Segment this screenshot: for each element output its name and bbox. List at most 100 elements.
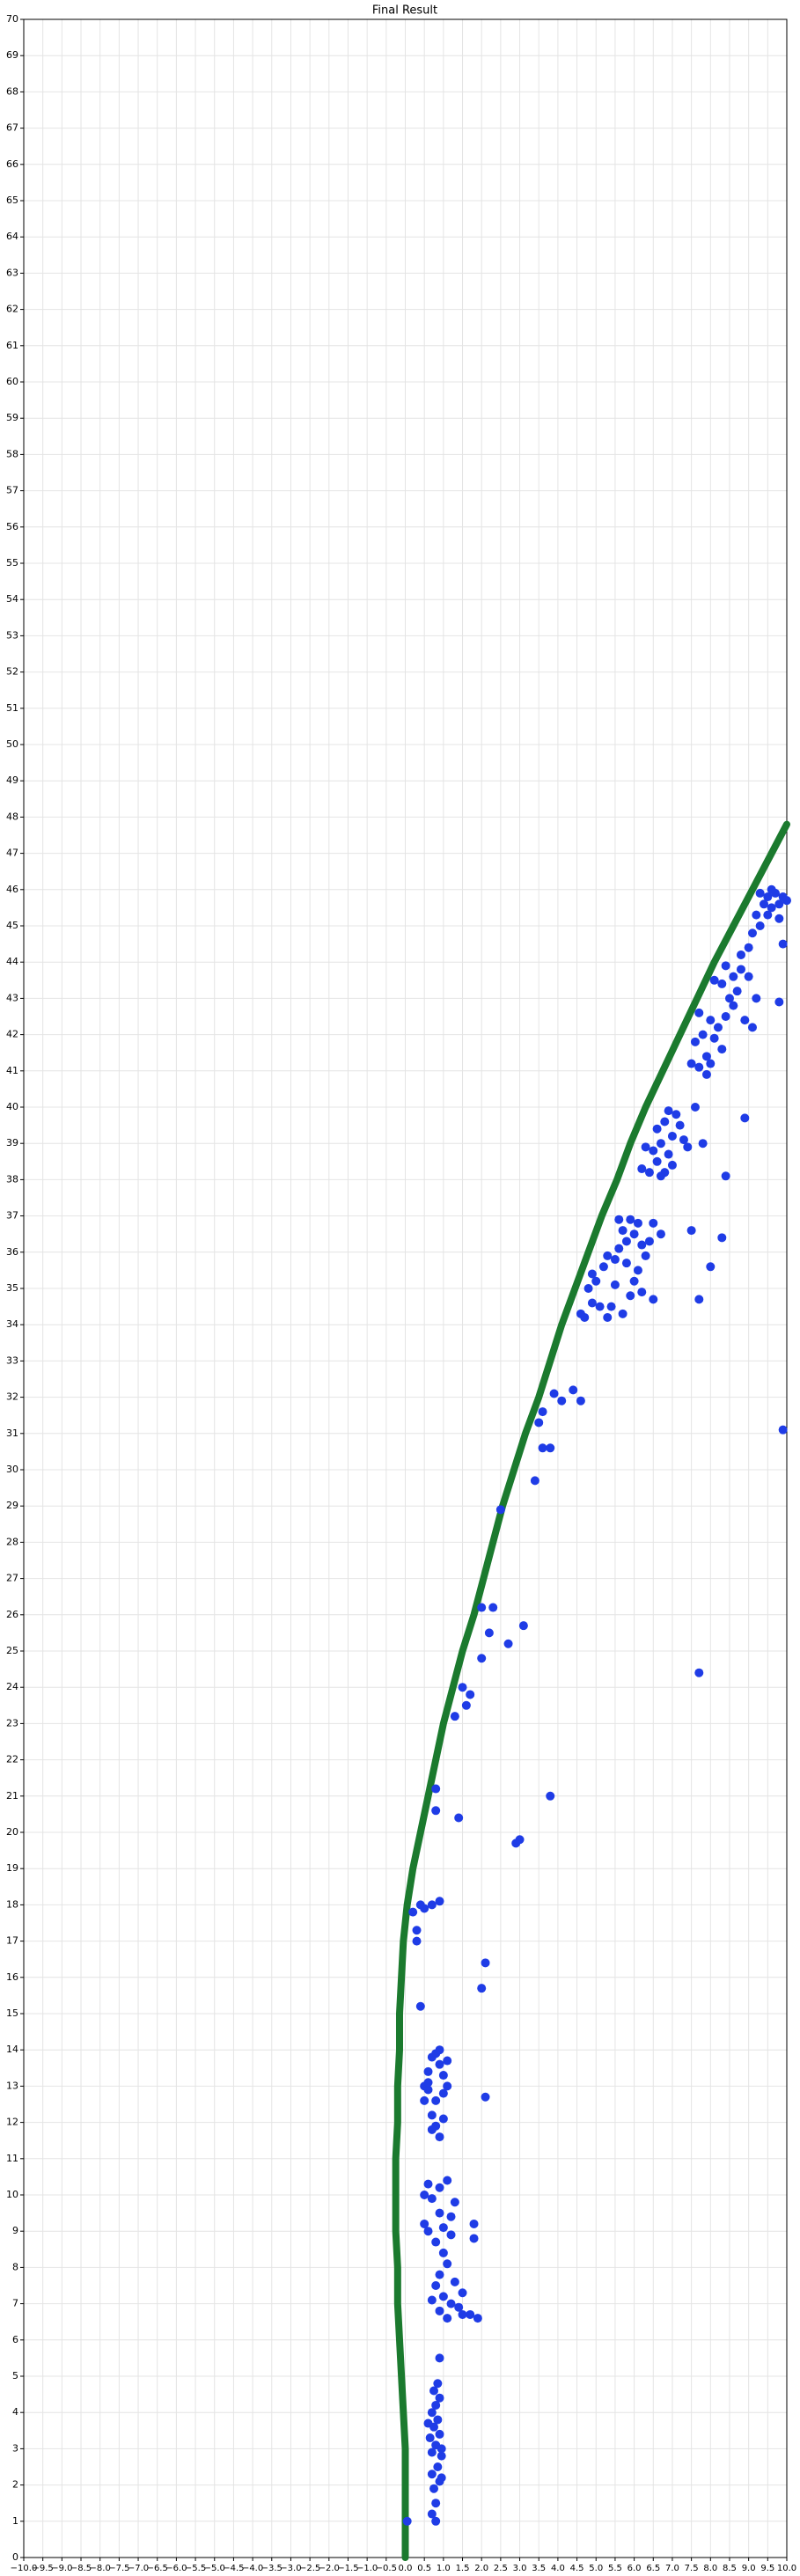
point xyxy=(782,896,791,906)
point xyxy=(752,910,761,920)
point xyxy=(729,972,738,981)
y-tick-label: 60 xyxy=(6,376,18,387)
x-tick-label: 7.5 xyxy=(685,2564,699,2573)
y-tick-label: 54 xyxy=(6,593,18,605)
point xyxy=(466,1690,475,1699)
point xyxy=(614,1215,624,1224)
x-tick-label: 3.0 xyxy=(513,2564,527,2573)
point xyxy=(633,1266,642,1275)
point xyxy=(435,2393,444,2403)
point xyxy=(427,1900,437,1910)
point xyxy=(618,1309,628,1318)
point xyxy=(431,1784,441,1794)
x-tick-label: 7.0 xyxy=(665,2564,679,2573)
point xyxy=(583,1284,593,1293)
y-tick-label: 31 xyxy=(6,1427,18,1439)
y-tick-label: 13 xyxy=(6,2080,18,2091)
point xyxy=(446,2230,456,2240)
y-tick-label: 69 xyxy=(6,49,18,61)
point xyxy=(694,1008,704,1017)
point xyxy=(672,1110,681,1119)
point xyxy=(774,997,784,1007)
y-tick-label: 2 xyxy=(12,2479,18,2491)
point xyxy=(433,2415,443,2425)
point xyxy=(458,1683,467,1692)
point xyxy=(495,1505,505,1515)
point xyxy=(778,939,788,949)
point xyxy=(641,1142,650,1152)
point xyxy=(431,2281,441,2290)
x-tick-label: 4.0 xyxy=(551,2564,565,2573)
point xyxy=(488,1603,498,1612)
point xyxy=(763,892,773,902)
y-tick-label: 23 xyxy=(6,1717,18,1728)
y-tick-label: 65 xyxy=(6,194,18,206)
x-tick-label: 1.5 xyxy=(456,2564,470,2573)
point xyxy=(759,899,768,909)
y-tick-label: 40 xyxy=(6,1101,18,1112)
point xyxy=(683,1142,693,1152)
x-tick-label: 8.5 xyxy=(723,2564,737,2573)
point xyxy=(423,2418,433,2428)
y-tick-label: 28 xyxy=(6,1536,18,1547)
point xyxy=(729,1001,738,1010)
point xyxy=(686,1226,696,1236)
point xyxy=(477,1603,487,1612)
point xyxy=(402,2516,412,2526)
point xyxy=(580,1312,590,1322)
point xyxy=(774,914,784,923)
point xyxy=(423,2179,433,2189)
y-tick-label: 43 xyxy=(6,992,18,1003)
y-tick-label: 5 xyxy=(12,2370,18,2382)
point xyxy=(724,994,734,1003)
point xyxy=(591,1276,601,1286)
y-tick-label: 0 xyxy=(12,2551,18,2563)
x-tick-label: 4.5 xyxy=(570,2564,584,2573)
y-tick-label: 70 xyxy=(6,13,18,25)
point xyxy=(458,2288,467,2298)
y-tick-label: 35 xyxy=(6,1282,18,1294)
point xyxy=(606,1302,616,1311)
y-tick-label: 68 xyxy=(6,85,18,97)
point xyxy=(675,1120,685,1130)
point xyxy=(633,1218,642,1228)
x-tick-label: −1.5 xyxy=(337,2564,358,2573)
x-tick-label: 0.0 xyxy=(399,2564,413,2573)
x-tick-label: −2.0 xyxy=(319,2564,340,2573)
x-tick-label: −2.5 xyxy=(299,2564,320,2573)
point xyxy=(740,1113,750,1123)
y-tick-label: 29 xyxy=(6,1500,18,1511)
point xyxy=(637,1164,647,1174)
y-tick-label: 25 xyxy=(6,1645,18,1656)
y-tick-label: 61 xyxy=(6,340,18,351)
x-tick-label: 9.5 xyxy=(760,2564,774,2573)
point xyxy=(518,1621,528,1631)
point xyxy=(420,2095,429,2105)
point xyxy=(427,2470,437,2479)
point xyxy=(435,1897,444,1906)
point xyxy=(446,2299,456,2308)
point xyxy=(709,975,719,985)
point xyxy=(438,2223,448,2233)
point xyxy=(427,2509,437,2519)
point xyxy=(706,1262,716,1272)
y-tick-label: 19 xyxy=(6,1862,18,1874)
y-tick-label: 36 xyxy=(6,1246,18,1258)
x-tick-label: 5.5 xyxy=(608,2564,622,2573)
point xyxy=(435,2208,444,2218)
y-tick-label: 56 xyxy=(6,521,18,532)
point xyxy=(701,1069,711,1079)
y-tick-label: 21 xyxy=(6,1790,18,1802)
y-tick-label: 34 xyxy=(6,1318,18,1330)
point xyxy=(626,1215,635,1224)
x-tick-label: −8.0 xyxy=(90,2564,111,2573)
point xyxy=(755,921,765,930)
point xyxy=(690,1103,700,1112)
y-tick-label: 30 xyxy=(6,1464,18,1475)
point xyxy=(435,2353,444,2363)
x-tick-label: 2.5 xyxy=(494,2564,508,2573)
point xyxy=(614,1244,624,1253)
point xyxy=(429,2484,439,2493)
point xyxy=(443,2081,452,2091)
